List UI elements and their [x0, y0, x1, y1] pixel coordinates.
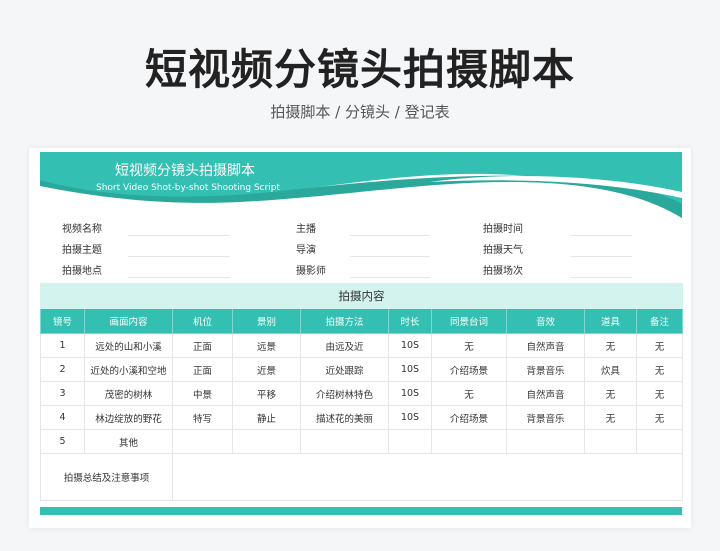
- info-label: 拍摄主题: [62, 245, 102, 256]
- table-cell[interactable]: [506, 429, 585, 454]
- table-cell[interactable]: 自然声音: [506, 333, 585, 358]
- table-cell[interactable]: 无: [636, 405, 683, 430]
- banner-subtitle: Short Video Shot-by-shot Shooting Script: [96, 183, 281, 193]
- column-header: 画面内容: [84, 308, 173, 334]
- table-cell[interactable]: 10S: [388, 405, 432, 430]
- info-label: 摄影师: [296, 266, 326, 277]
- column-header: 道具: [584, 308, 637, 334]
- table-cell[interactable]: 正面: [172, 357, 233, 382]
- info-row: 拍摄地点 摄影师 拍摄场次: [40, 260, 682, 281]
- table-cell[interactable]: 背景音乐: [506, 405, 585, 430]
- table-cell[interactable]: 炊具: [584, 357, 637, 382]
- info-input[interactable]: [350, 256, 430, 257]
- table-cell[interactable]: 近景: [232, 357, 301, 382]
- banner-wave: [40, 152, 682, 218]
- column-header: 机位: [172, 308, 233, 334]
- table-cell[interactable]: 平移: [232, 381, 301, 406]
- info-input[interactable]: [128, 256, 230, 257]
- info-label: 拍摄天气: [483, 245, 523, 256]
- table-cell[interactable]: 近处的小溪和空地: [84, 357, 173, 382]
- table-cell[interactable]: 静止: [232, 405, 301, 430]
- column-header: 镜号: [40, 308, 85, 334]
- page-subtitle: 拍摄脚本 / 分镜头 / 登记表: [270, 103, 450, 121]
- table-cell[interactable]: 介绍场景: [431, 405, 507, 430]
- column-header: 备注: [636, 308, 683, 334]
- table-cell[interactable]: 无: [636, 333, 683, 358]
- column-header: 音效: [506, 308, 585, 334]
- table-cell[interactable]: 5: [40, 429, 85, 454]
- info-row: 拍摄主题 导演 拍摄天气: [40, 239, 682, 260]
- table-row: 2 近处的小溪和空地 正面 近景 近处跟踪 10S 介绍场景 背景音乐 炊具无: [40, 357, 683, 382]
- table-row: 4 林边绽放的野花 特写 静止 描述花的美丽 10S 介绍场景 背景音乐无无: [40, 405, 683, 430]
- table-cell[interactable]: 3: [40, 381, 85, 406]
- table-cell[interactable]: [172, 429, 233, 454]
- table-row: 3 茂密的树林 中景 平移 介绍树林特色 10S 无自然声音无无: [40, 381, 683, 406]
- info-input[interactable]: [571, 256, 632, 257]
- table-cell[interactable]: 10S: [388, 357, 432, 382]
- table-cell[interactable]: 无: [636, 381, 683, 406]
- info-input[interactable]: [128, 235, 230, 236]
- info-label: 拍摄地点: [62, 266, 102, 277]
- info-input[interactable]: [128, 277, 230, 278]
- info-label: 拍摄场次: [483, 266, 523, 277]
- info-input[interactable]: [571, 235, 632, 236]
- info-label: 主播: [296, 224, 316, 235]
- section-title: 拍摄内容: [40, 283, 683, 309]
- info-input[interactable]: [571, 277, 632, 278]
- script-sheet: 短视频分镜头拍摄脚本 Short Video Shot-by-shot Shoo…: [29, 148, 691, 528]
- table-cell[interactable]: 由远及近: [300, 333, 389, 358]
- table-cell[interactable]: 特写: [172, 405, 233, 430]
- table-cell[interactable]: 自然声音: [506, 381, 585, 406]
- table-cell[interactable]: 近处跟踪: [300, 357, 389, 382]
- table-cell[interactable]: 背景音乐: [506, 357, 585, 382]
- table-cell[interactable]: 远处的山和小溪: [84, 333, 173, 358]
- info-input[interactable]: [350, 235, 430, 236]
- table-cell[interactable]: 林边绽放的野花: [84, 405, 173, 430]
- table-cell[interactable]: 介绍场景: [431, 357, 507, 382]
- info-row: 视频名称 主播 拍摄时间: [40, 218, 682, 239]
- table-cell[interactable]: 10S: [388, 333, 432, 358]
- info-section: 视频名称 主播 拍摄时间拍摄主题 导演 拍摄天气拍摄地点 摄影师 拍摄场次: [40, 218, 682, 281]
- table-cell[interactable]: 2: [40, 357, 85, 382]
- shot-table: 拍摄内容 镜号 画面内容 机位 景别 拍摄方法 时长 同景台词 音效 道具 备注 1 远处的山和小溪正…: [40, 283, 683, 501]
- table-cell[interactable]: 无: [584, 333, 637, 358]
- table-cell[interactable]: 无: [431, 333, 507, 358]
- table-row: 5 其他: [40, 429, 683, 454]
- info-input[interactable]: [350, 277, 430, 278]
- table-cell[interactable]: 无: [584, 405, 637, 430]
- table-cell[interactable]: 无: [636, 357, 683, 382]
- summary-label: 拍摄总结及注意事项: [40, 453, 173, 501]
- table-cell[interactable]: [431, 429, 507, 454]
- table-cell[interactable]: [232, 429, 301, 454]
- column-header: 景别: [232, 308, 301, 334]
- table-cell[interactable]: 描述花的美丽: [300, 405, 389, 430]
- footer-bar: [40, 507, 682, 515]
- table-cell[interactable]: 无: [431, 381, 507, 406]
- table-cell[interactable]: 4: [40, 405, 85, 430]
- summary-input[interactable]: [172, 453, 683, 501]
- page-title: 短视频分镜头拍摄脚本: [144, 45, 575, 94]
- info-label: 视频名称: [62, 224, 102, 235]
- info-label: 拍摄时间: [483, 224, 523, 235]
- table-cell[interactable]: 无: [584, 381, 637, 406]
- column-header: 拍摄方法: [300, 308, 389, 334]
- table-cell[interactable]: 介绍树林特色: [300, 381, 389, 406]
- table-cell[interactable]: 10S: [388, 381, 432, 406]
- column-header: 时长: [388, 308, 432, 334]
- table-cell[interactable]: 1: [40, 333, 85, 358]
- table-cell[interactable]: 茂密的树林: [84, 381, 173, 406]
- table-cell[interactable]: 正面: [172, 333, 233, 358]
- table-cell[interactable]: 中景: [172, 381, 233, 406]
- table-row: 1 远处的山和小溪 正面 远景 由远及近 10S 无自然声音无无: [40, 333, 683, 358]
- table-cell[interactable]: [300, 429, 389, 454]
- table-cell[interactable]: [636, 429, 683, 454]
- column-header: 同景台词: [431, 308, 507, 334]
- table-cell[interactable]: 远景: [232, 333, 301, 358]
- table-cell[interactable]: [388, 429, 432, 454]
- info-label: 导演: [296, 245, 316, 256]
- table-cell[interactable]: 其他: [84, 429, 173, 454]
- banner-title: 短视频分镜头拍摄脚本: [115, 163, 255, 179]
- table-cell[interactable]: [584, 429, 637, 454]
